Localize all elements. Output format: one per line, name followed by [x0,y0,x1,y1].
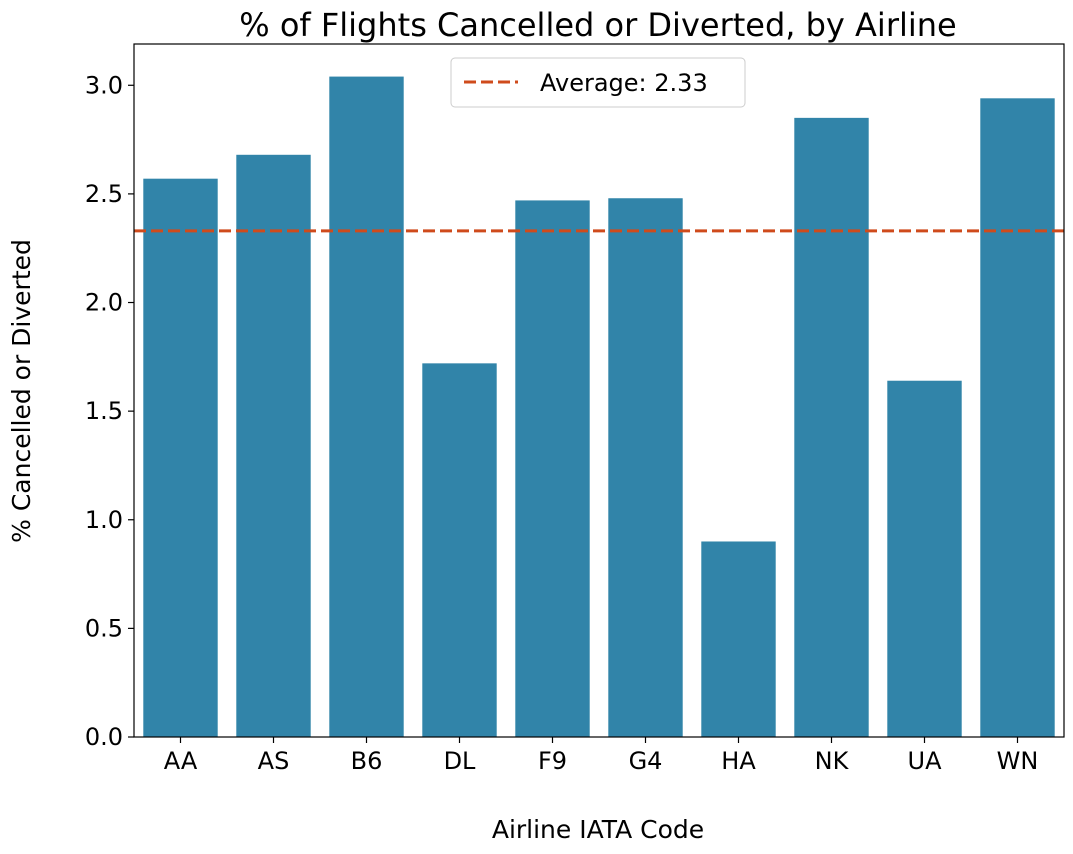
legend-average-label: Average: 2.33 [540,69,708,97]
bar-f9 [515,200,590,737]
bar-dl [422,363,497,737]
y-axis: 0.0 0.5 1.0 1.5 2.0 2.5 3.0 [85,71,134,751]
bar-nk [794,117,869,738]
x-tick-label: DL [444,747,476,775]
bar-ha [701,541,776,737]
x-tick-label: NK [815,747,850,775]
bar-as [236,154,311,738]
legend-box [450,57,746,108]
x-tick-label: F9 [538,747,567,775]
x-tick-label: G4 [629,747,663,775]
x-tick-label: B6 [351,747,383,775]
bar-wn [980,98,1055,737]
x-tick-label: AA [164,747,198,775]
bar-b6 [329,76,404,738]
bar-g4 [608,198,683,737]
y-tick-label: 0.0 [85,723,123,751]
y-tick-label: 3.0 [85,71,123,99]
plot-frame [133,43,1065,738]
y-tick-label: 1.0 [85,506,123,534]
y-axis-label: % Cancelled or Diverted [7,239,36,543]
bar-ua [887,380,962,737]
x-tick-label: WN [997,747,1039,775]
x-tick-label: AS [258,747,290,775]
chart-title: % of Flights Cancelled or Diverted, by A… [239,6,956,44]
x-tick-label: UA [908,747,943,775]
legend: Average: 2.33 [450,57,746,108]
x-axis-label: Airline IATA Code [492,815,704,844]
x-tick-label: HA [721,747,756,775]
bars-group [143,76,1055,738]
y-tick-label: 0.5 [85,614,123,642]
y-tick-label: 2.0 [85,289,123,317]
bar-aa [143,178,218,738]
y-tick-label: 1.5 [85,397,123,425]
x-axis: AA AS B6 DL F9 G4 HA NK UA WN [164,737,1039,775]
y-tick-label: 2.5 [85,180,123,208]
